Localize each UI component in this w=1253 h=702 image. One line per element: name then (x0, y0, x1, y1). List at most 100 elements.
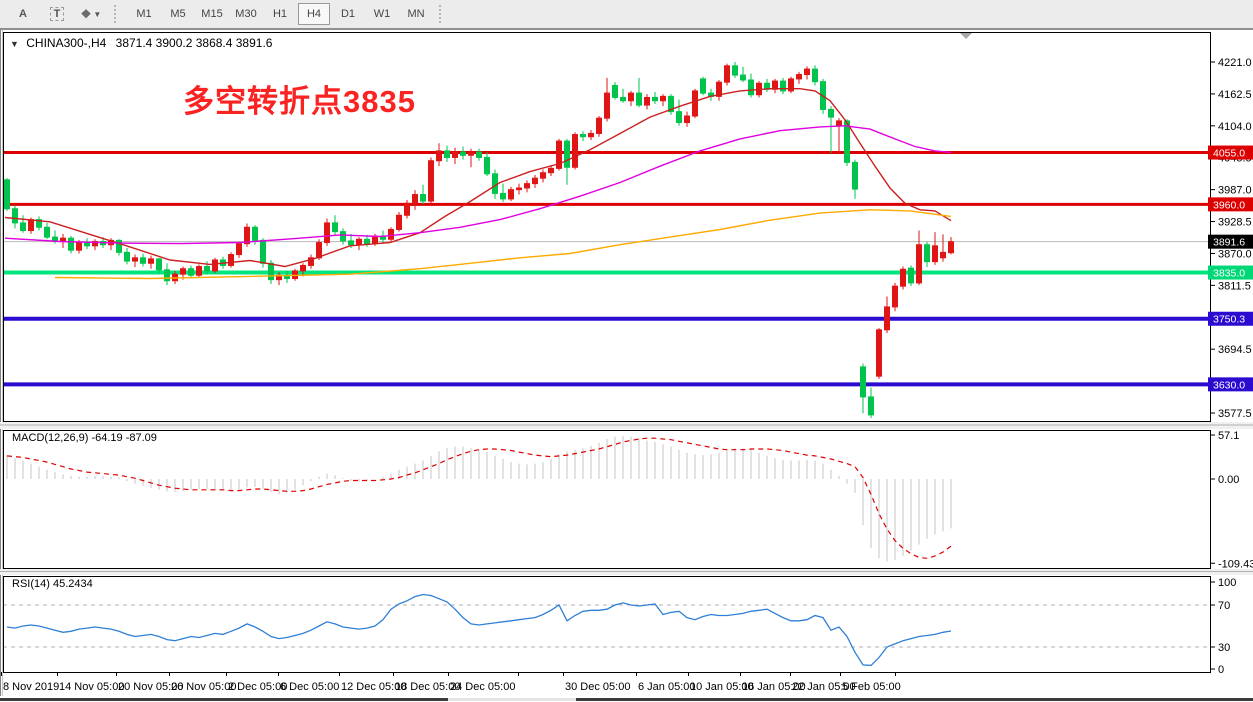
candle-body (364, 238, 370, 245)
candle-body (356, 238, 362, 246)
candle-body (268, 262, 274, 281)
rsi-indicator-label: RSI(14) 45.2434 (12, 578, 93, 590)
timeframe-h1-button[interactable]: H1 (272, 8, 288, 20)
candle-body (204, 266, 210, 272)
chart-shift-marker[interactable] (960, 33, 972, 39)
text-box-tool-button[interactable]: T (41, 3, 73, 25)
candle-body (564, 140, 570, 168)
price-badge-label: 3835.0 (1213, 268, 1245, 280)
candle-body (724, 65, 730, 83)
candle-body (676, 111, 682, 124)
candle-body (692, 90, 698, 117)
candle-body (372, 235, 378, 245)
candle-body (916, 244, 922, 284)
candle-body (572, 134, 578, 168)
timeframe-mn-button[interactable]: MN (407, 8, 425, 20)
candle-body (628, 92, 634, 102)
scrollbar-track-right[interactable] (576, 698, 1253, 701)
price-tick-label: 3928.5 (1218, 217, 1252, 229)
candle-body (908, 267, 914, 284)
time-label: 10 Jan 05:00 (690, 681, 754, 693)
price-badge-3750.3 (1208, 311, 1253, 326)
candle-body (684, 115, 690, 124)
price-badge-4055.0 (1208, 145, 1253, 160)
candle-body (500, 192, 506, 200)
candle-body (780, 80, 786, 92)
timeframe-h4-button[interactable]: H4 (298, 3, 330, 25)
candle-body (388, 228, 394, 240)
chart-annotation-text: 多空转折点3835 (183, 84, 416, 119)
time-label: 18 Dec 05:00 (395, 681, 460, 693)
candle-body (740, 74, 746, 81)
candle-body (44, 226, 50, 238)
timeframe-w1-button[interactable]: W1 (373, 8, 391, 20)
candle-body (332, 222, 338, 233)
time-label: 5 Feb 05:00 (842, 681, 901, 693)
symbol-name: CHINA300-,H4 (26, 36, 107, 50)
timeframe-m15-button[interactable]: M15 (201, 8, 223, 20)
candles (4, 62, 954, 419)
candle-body (396, 214, 402, 230)
price-badge-label: 3630.0 (1213, 379, 1245, 391)
time-label: 6 Dec 05:00 (280, 681, 339, 693)
candle-body (524, 183, 530, 189)
candle-body (540, 172, 546, 179)
candle-body (852, 161, 858, 190)
price-tick-label: 3694.5 (1218, 344, 1252, 356)
candle-body (636, 92, 642, 106)
time-label: 2 Dec 05:00 (228, 681, 287, 693)
candle-body (652, 96, 658, 102)
timeframe-m5-button[interactable]: M5 (170, 8, 186, 20)
candle-body (316, 242, 322, 259)
candle-body (860, 366, 866, 398)
candle-body (156, 258, 162, 271)
macd-axis-label: 0.00 (1218, 474, 1239, 486)
font-tool-button[interactable]: A (19, 8, 27, 20)
price-badge-3630.0 (1208, 377, 1253, 392)
ma-mid-magenta (4, 125, 952, 245)
candle-body (36, 219, 42, 228)
timeframe-m1-button[interactable]: M1 (136, 8, 152, 20)
candle-body (828, 108, 834, 118)
price-badge-label: 3960.0 (1213, 199, 1245, 211)
time-label: 30 Dec 05:00 (565, 681, 630, 693)
candle-body (460, 151, 466, 156)
price-badge-3835.0 (1208, 265, 1253, 280)
timeframe-d1-button[interactable]: D1 (340, 8, 356, 20)
rsi-axis-label: 0 (1218, 664, 1224, 676)
price-badge-3891.6 (1208, 234, 1253, 249)
drawing-tools-group: A T ❖ ▼ (6, 3, 108, 25)
candle-body (796, 74, 802, 80)
timeframe-m30-button[interactable]: M30 (235, 8, 257, 20)
candle-body (604, 92, 610, 119)
arrows-tool-button[interactable]: ❖ ▼ (80, 7, 102, 21)
rsi-axis-label: 30 (1218, 642, 1230, 654)
rsi-line (6, 593, 952, 667)
price-badge-label: 3891.6 (1213, 237, 1245, 249)
time-label: 26 Nov 05:00 (171, 681, 236, 693)
price-tick-label: 3987.0 (1218, 185, 1252, 197)
scrollbar-track-left[interactable] (0, 698, 448, 701)
candle-body (484, 156, 490, 175)
price-badge-3960.0 (1208, 197, 1253, 212)
candle-body (212, 259, 218, 272)
candle-body (4, 179, 10, 210)
candle-body (92, 240, 98, 247)
candle-body (348, 240, 354, 246)
candle-body (132, 257, 138, 262)
ohlc-readout: 3871.4 3900.2 3868.4 3891.6 (115, 36, 273, 50)
scrollbar-thumb[interactable] (448, 698, 576, 701)
candle-body (308, 257, 314, 266)
toolbar: A T ❖ ▼ M1 M5 M15 M30 H1 H4 D1 W1 MN (0, 0, 1253, 30)
candle-body (556, 140, 562, 169)
price-badge-label: 4055.0 (1213, 148, 1245, 160)
candle-body (236, 243, 242, 256)
candle-body (700, 78, 706, 94)
candle-body (124, 251, 130, 262)
horizontal-scrollbar[interactable] (0, 696, 1253, 702)
chart-dropdown-icon[interactable]: ▼ (10, 39, 19, 49)
candle-body (412, 194, 418, 204)
candle-body (300, 264, 306, 272)
candle-body (444, 150, 450, 158)
